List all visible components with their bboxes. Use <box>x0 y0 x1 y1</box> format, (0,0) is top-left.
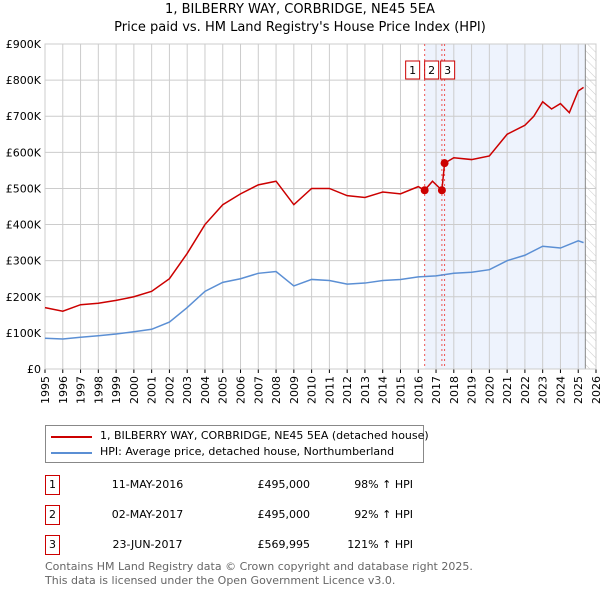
legend-item-hpi: HPI: Average price, detached house, Nort… <box>46 445 423 461</box>
x-tick-label: 2014 <box>377 376 390 404</box>
x-tick-label: 2020 <box>483 376 496 404</box>
y-tick-label: £800K <box>6 74 42 87</box>
x-tick-label: 2008 <box>270 376 283 404</box>
x-tick-label: 2009 <box>288 376 301 404</box>
x-tick-label: 2012 <box>341 376 354 404</box>
y-tick-label: £100K <box>6 327 42 340</box>
sale-point <box>420 186 429 195</box>
y-tick-label: £700K <box>6 110 42 123</box>
sale-hpi-change: 92% ↑ HPI <box>354 508 413 521</box>
sale-price: £495,000 <box>257 478 311 491</box>
x-tick-label: 2019 <box>466 376 479 404</box>
x-tick-label: 2001 <box>146 376 159 404</box>
chart-subtitle: Price paid vs. HM Land Registry's House … <box>114 20 486 35</box>
x-tick-label: 2005 <box>217 376 230 404</box>
x-tick-label: 2023 <box>537 376 550 404</box>
sale-hpi-change: 98% ↑ HPI <box>354 478 413 491</box>
y-tick-label: £300K <box>6 255 42 268</box>
x-tick-label: 2024 <box>554 376 567 404</box>
x-tick-label: 1996 <box>57 376 70 404</box>
y-tick-label: £400K <box>6 219 42 232</box>
x-tick-label: 2021 <box>501 376 514 404</box>
x-tick-label: 2013 <box>359 376 372 404</box>
sale-date: 11-MAY-2016 <box>111 478 184 491</box>
x-tick-label: 1995 <box>39 376 52 404</box>
sale-row: 3 23-JUN-2017 £569,995 121% ↑ HPI <box>45 535 465 555</box>
legend-item-property: 1, BILBERRY WAY, CORBRIDGE, NE45 5EA (de… <box>46 429 429 445</box>
y-tick-label: £200K <box>6 291 42 304</box>
x-tick-label: 2002 <box>163 376 176 404</box>
x-tick-label: 2007 <box>252 376 265 404</box>
plot-frame <box>44 43 597 370</box>
sale-number: 1 <box>45 475 60 495</box>
x-tick-label: 2006 <box>235 376 248 404</box>
sale-label: 2 <box>428 64 435 77</box>
property-line-swatch <box>51 436 92 438</box>
x-tick-label: 1997 <box>75 376 88 404</box>
x-tick-label: 2000 <box>128 376 141 404</box>
legend: 1, BILBERRY WAY, CORBRIDGE, NE45 5EA (de… <box>45 425 429 463</box>
plot-area: 1995 1996 1997 1998 1999 2000 2001 2002 2003 2004… <box>6 38 600 404</box>
footer-copyright: Contains HM Land Registry data © Crown c… <box>45 560 473 573</box>
legend-property-label: 1, BILBERRY WAY, CORBRIDGE, NE45 5EA (de… <box>100 429 429 442</box>
y-tick-label: £600K <box>6 146 42 159</box>
sale-hpi-change: 121% ↑ HPI <box>347 538 413 551</box>
y-tick-label: £500K <box>6 182 42 195</box>
sale-label-box <box>405 60 421 80</box>
sale-label: 3 <box>444 64 451 77</box>
x-tick-label: 2017 <box>430 376 443 404</box>
sale-price: £495,000 <box>257 508 311 521</box>
sale-point <box>440 159 449 168</box>
sale-number: 2 <box>45 505 60 525</box>
x-tick-label: 1998 <box>92 376 105 404</box>
sale-period-shade <box>424 44 586 369</box>
series-hpi-line <box>44 240 584 340</box>
forecast-hatch <box>585 44 596 369</box>
x-tick-label: 2022 <box>519 376 532 404</box>
sale-point <box>437 186 446 195</box>
x-tick-label: 2016 <box>412 376 425 404</box>
sale-label-box <box>424 60 440 80</box>
sale-date: 23-JUN-2017 <box>112 538 183 551</box>
sale-label: 1 <box>409 64 416 77</box>
footer-licence: This data is licensed under the Open Gov… <box>45 574 396 587</box>
sale-date: 02-MAY-2017 <box>111 508 184 521</box>
x-tick-label: 2010 <box>306 376 319 404</box>
chart-title: 1, BILBERRY WAY, CORBRIDGE, NE45 5EA <box>165 2 435 17</box>
sale-number: 3 <box>45 535 60 555</box>
sale-row: 2 02-MAY-2017 £495,000 92% ↑ HPI <box>45 505 465 525</box>
x-tick-label: 2003 <box>181 376 194 404</box>
x-tick-label: 2011 <box>323 376 336 404</box>
x-tick-label: 2015 <box>394 376 407 404</box>
x-tick-label: 2018 <box>448 376 461 404</box>
sale-price: £569,995 <box>257 538 311 551</box>
y-tick-label: £0 <box>27 363 41 376</box>
y-tick-label: £900K <box>6 38 42 51</box>
sale-row: 1 11-MAY-2016 £495,000 98% ↑ HPI <box>45 475 465 495</box>
x-tick-label: 2025 <box>572 376 585 404</box>
x-tick-label: 1999 <box>110 376 123 404</box>
x-tick-label: 2026 <box>590 376 600 404</box>
series-property-line <box>44 86 584 312</box>
hpi-line-swatch <box>51 452 92 454</box>
sale-label-box <box>440 60 456 80</box>
legend-hpi-label: HPI: Average price, detached house, Nort… <box>100 445 395 458</box>
x-tick-label: 2004 <box>199 376 212 404</box>
